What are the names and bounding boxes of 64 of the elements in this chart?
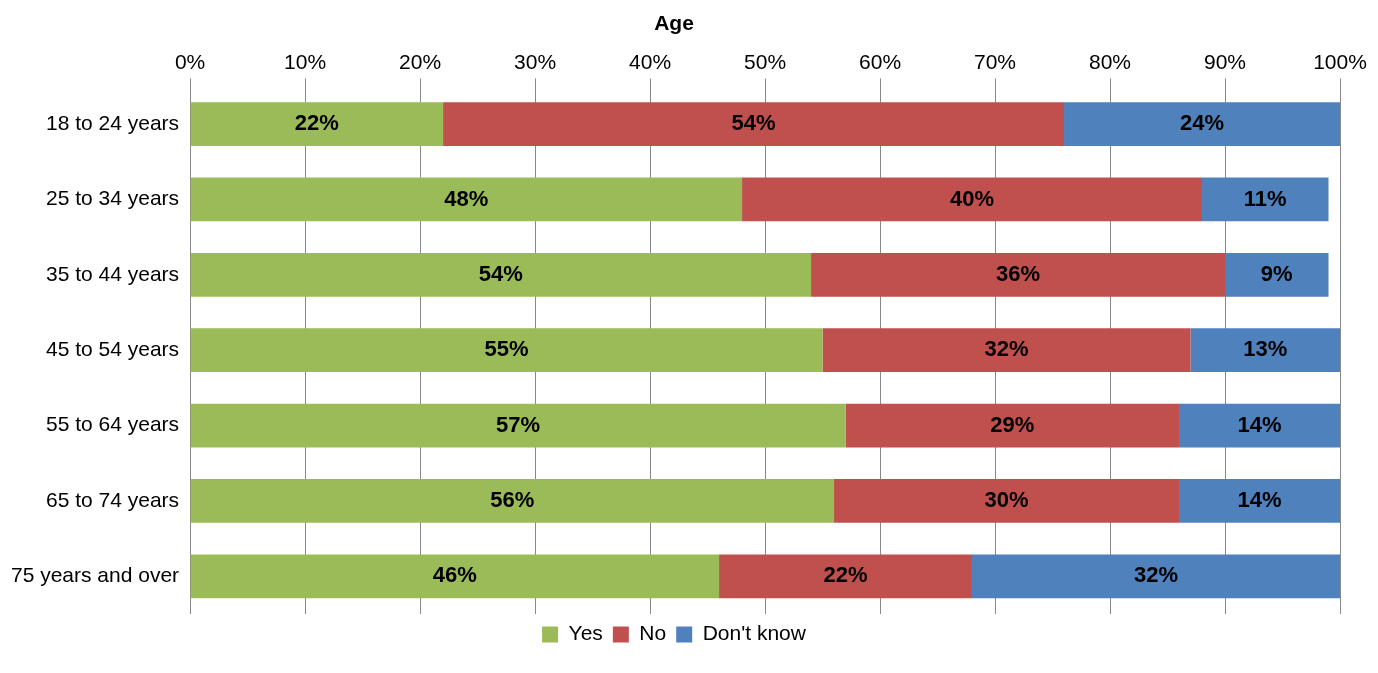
x-tick-label: 40%	[629, 49, 672, 73]
y-tick-label: 75 years and over	[10, 563, 180, 587]
data-label: 54%	[731, 110, 776, 136]
x-tick-label: 50%	[744, 49, 787, 73]
data-label: 54%	[478, 260, 523, 286]
data-label: 56%	[490, 487, 535, 513]
bar	[1190, 328, 1340, 373]
data-label: 29%	[990, 411, 1035, 437]
bar	[1179, 403, 1340, 448]
data-label: 46%	[432, 562, 477, 588]
bar	[1202, 177, 1329, 222]
bar	[190, 102, 444, 146]
data-label: 22%	[823, 562, 868, 588]
x-tick-label: 80%	[1089, 49, 1132, 73]
x-tick-label: 20%	[399, 49, 442, 73]
y-tick-label: 35 to 44 years	[46, 261, 180, 285]
x-tick-label: 100%	[1313, 49, 1367, 73]
y-tick-label: 65 to 74 years	[46, 487, 180, 511]
bar	[811, 252, 1226, 297]
y-tick-label: 45 to 54 years	[46, 337, 180, 360]
legend-label: No	[639, 621, 667, 645]
data-label: 40%	[950, 185, 995, 211]
data-label: 24%	[1179, 110, 1225, 136]
data-label: 11%	[1243, 185, 1287, 211]
data-label: 30%	[984, 487, 1029, 513]
data-label: 14%	[1237, 411, 1282, 437]
data-label: 57%	[496, 411, 541, 437]
data-label: 14%	[1237, 487, 1282, 513]
bar	[719, 554, 973, 599]
data-label: 48%	[444, 185, 489, 211]
bar	[443, 102, 1065, 146]
data-label: 22%	[294, 110, 339, 136]
chart-title: Age	[654, 11, 694, 35]
bar	[972, 554, 1340, 599]
y-tick-label: 25 to 34 years	[46, 186, 180, 210]
legend-label: Don't know	[702, 621, 807, 645]
data-label: 13%	[1243, 336, 1288, 362]
bar	[190, 479, 835, 523]
x-tick-label: 0%	[174, 49, 206, 73]
data-label: 9%	[1260, 260, 1293, 286]
data-label: 32%	[1133, 562, 1179, 588]
data-label: 36%	[996, 260, 1041, 286]
data-label: 55%	[484, 336, 529, 362]
bar	[845, 403, 1180, 448]
bar	[1064, 102, 1340, 146]
y-tick-label: 55 to 64 years	[46, 412, 180, 436]
x-tick-label: 70%	[974, 49, 1017, 73]
legend-label: Yes	[568, 621, 603, 645]
bar	[834, 479, 1180, 523]
data-label: 32%	[984, 336, 1029, 362]
x-tick-label: 30%	[514, 49, 557, 73]
bar	[742, 177, 1203, 222]
y-tick-label: 18 to 24 years	[46, 110, 180, 134]
bar	[190, 177, 743, 222]
x-tick-label: 90%	[1203, 49, 1247, 73]
bar	[190, 252, 812, 297]
bar	[190, 403, 846, 448]
bar	[1225, 252, 1329, 297]
x-tick-label: 60%	[859, 49, 902, 73]
bar	[822, 328, 1191, 373]
bar	[1179, 479, 1340, 523]
bar	[190, 328, 823, 373]
x-tick-label: 10%	[284, 49, 327, 73]
bar	[190, 554, 720, 599]
